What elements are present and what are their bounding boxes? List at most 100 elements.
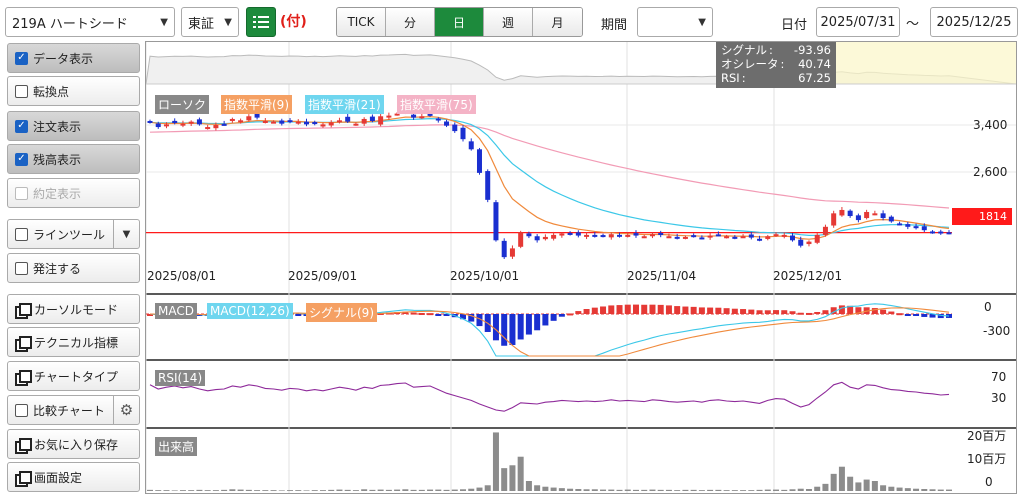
list-icon bbox=[253, 16, 269, 28]
candle bbox=[427, 113, 433, 116]
checkbox-checked-icon[interactable]: ✓ bbox=[15, 152, 28, 166]
interval-tick[interactable]: TICK bbox=[337, 8, 386, 36]
sidebar-item-7[interactable]: カーソルモード bbox=[7, 294, 140, 324]
volume-bar bbox=[179, 490, 186, 491]
candle bbox=[715, 234, 721, 237]
macd-histogram-bar bbox=[665, 305, 672, 314]
candle bbox=[468, 141, 474, 150]
volume-bar bbox=[567, 488, 574, 491]
candle bbox=[551, 234, 557, 239]
candle bbox=[748, 234, 754, 238]
checkbox-icon[interactable] bbox=[15, 403, 28, 417]
sidebar-item-11[interactable]: お気に入り保存 bbox=[7, 429, 140, 459]
sidebar-item-0[interactable]: ✓ データ表示 bbox=[7, 43, 140, 73]
checkbox-checked-icon[interactable]: ✓ bbox=[15, 119, 28, 133]
candle bbox=[831, 213, 837, 226]
macd-histogram-bar bbox=[805, 312, 812, 315]
period-select[interactable]: ▼ bbox=[637, 7, 713, 37]
sidebar-item-5[interactable]: ラインツール ▼ bbox=[7, 219, 140, 249]
macd-histogram-bar bbox=[855, 307, 862, 314]
candle bbox=[320, 124, 326, 127]
candle bbox=[897, 223, 903, 226]
sidebar-item-6[interactable]: 発注する bbox=[7, 253, 140, 283]
stock-select[interactable]: 219A ハートシード ▼ bbox=[5, 7, 175, 37]
candle bbox=[682, 236, 688, 239]
macd-histogram-bar bbox=[830, 307, 837, 314]
sidebar-item-3[interactable]: ✓ 残高表示 bbox=[7, 144, 140, 174]
market-select[interactable]: 東証 ▼ bbox=[181, 7, 239, 37]
checkbox-icon[interactable] bbox=[15, 186, 28, 200]
macd-histogram-bar bbox=[740, 309, 747, 314]
candle bbox=[147, 120, 153, 123]
caret-down-icon: ▼ bbox=[122, 228, 131, 240]
legend-rsi: RSI(14) bbox=[155, 370, 206, 386]
compare-settings-button[interactable]: ⚙ bbox=[113, 396, 139, 424]
chart-area[interactable]: シグナル: -93.96 オシレータ:40.74 RSI:67.25 ローソク 指… bbox=[145, 41, 1017, 494]
interval-month[interactable]: 月 bbox=[533, 8, 582, 36]
volume-tick-0: 0 bbox=[985, 475, 993, 489]
date-tick-1104: 2025/11/04 bbox=[627, 269, 697, 283]
macd-histogram-bar bbox=[773, 310, 780, 314]
candle bbox=[155, 123, 161, 128]
interval-minute[interactable]: 分 bbox=[386, 8, 435, 36]
rsi-label: RSI bbox=[721, 71, 740, 85]
candle bbox=[938, 231, 944, 234]
sidebar-item-9[interactable]: チャートタイプ bbox=[7, 361, 140, 391]
sidebar-item-4[interactable]: 約定表示 bbox=[7, 178, 140, 208]
list-button[interactable] bbox=[246, 7, 276, 37]
checkbox-checked-icon[interactable]: ✓ bbox=[15, 51, 28, 65]
volume-bar bbox=[451, 489, 458, 491]
volume-bar bbox=[427, 489, 434, 491]
checkbox-icon[interactable] bbox=[15, 261, 28, 275]
interval-day[interactable]: 日 bbox=[435, 8, 484, 36]
volume-tick-10m: 10百万 bbox=[967, 452, 1007, 466]
volume-bar bbox=[262, 490, 269, 491]
volume-bar bbox=[221, 489, 228, 491]
date-to-input[interactable]: 2025/12/25 bbox=[930, 7, 1018, 37]
oscillator-label: オシレータ bbox=[721, 57, 779, 71]
candle bbox=[641, 236, 647, 239]
macd-histogram-bar bbox=[402, 311, 409, 314]
macd-histogram-bar bbox=[410, 312, 417, 315]
macd-histogram-bar bbox=[608, 305, 615, 314]
macd-histogram-bar bbox=[847, 305, 854, 314]
line-tool-dropdown[interactable]: ▼ bbox=[113, 220, 139, 248]
candle bbox=[946, 232, 952, 235]
legend-ema75: 指数平滑(75) bbox=[397, 95, 476, 114]
candle bbox=[880, 213, 886, 219]
volume-bar bbox=[410, 489, 417, 491]
sidebar-item-1[interactable]: 転換点 bbox=[7, 76, 140, 106]
checkbox-icon[interactable] bbox=[15, 227, 28, 241]
gear-icon: ⚙ bbox=[119, 401, 134, 419]
checkbox-icon[interactable] bbox=[15, 84, 28, 98]
volume-bar bbox=[245, 489, 252, 491]
candle bbox=[369, 116, 375, 121]
macd-histogram-bar bbox=[534, 314, 541, 331]
candle bbox=[526, 233, 532, 237]
candle bbox=[188, 121, 194, 124]
macd-histogram-bar bbox=[509, 314, 516, 346]
legend-volume: 出来高 bbox=[155, 437, 198, 456]
volume-bar bbox=[871, 481, 878, 491]
interval-week[interactable]: 週 bbox=[484, 8, 533, 36]
sidebar-item-10[interactable]: 比較チャート ⚙ bbox=[7, 395, 140, 425]
volume-bar bbox=[600, 489, 607, 491]
macd-histogram-bar bbox=[838, 305, 845, 314]
date-tick-0801: 2025/08/01 bbox=[147, 269, 217, 283]
sidebar-item-12[interactable]: 画面設定 bbox=[7, 462, 140, 492]
volume-bar bbox=[814, 486, 821, 491]
sidebar-item-2[interactable]: ✓ 注文表示 bbox=[7, 111, 140, 141]
legend-macd-params: MACD(12,26) bbox=[207, 303, 293, 319]
volume-bar bbox=[303, 490, 310, 491]
candle bbox=[279, 120, 285, 124]
volume-bar bbox=[805, 489, 812, 491]
macd-histogram-bar bbox=[748, 309, 755, 314]
candle bbox=[724, 236, 730, 239]
date-from-input[interactable]: 2025/07/31 bbox=[816, 7, 900, 37]
rsi-value: 67.25 bbox=[798, 71, 831, 85]
sidebar-item-8[interactable]: テクニカル指標 bbox=[7, 327, 140, 357]
candle bbox=[444, 121, 450, 126]
macd-histogram-bar bbox=[435, 314, 442, 316]
candle bbox=[567, 232, 573, 235]
current-price-marker: 1814 bbox=[952, 208, 1012, 225]
